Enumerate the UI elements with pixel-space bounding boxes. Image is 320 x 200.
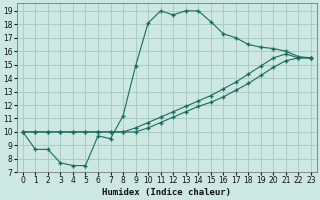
X-axis label: Humidex (Indice chaleur): Humidex (Indice chaleur)	[102, 188, 231, 197]
